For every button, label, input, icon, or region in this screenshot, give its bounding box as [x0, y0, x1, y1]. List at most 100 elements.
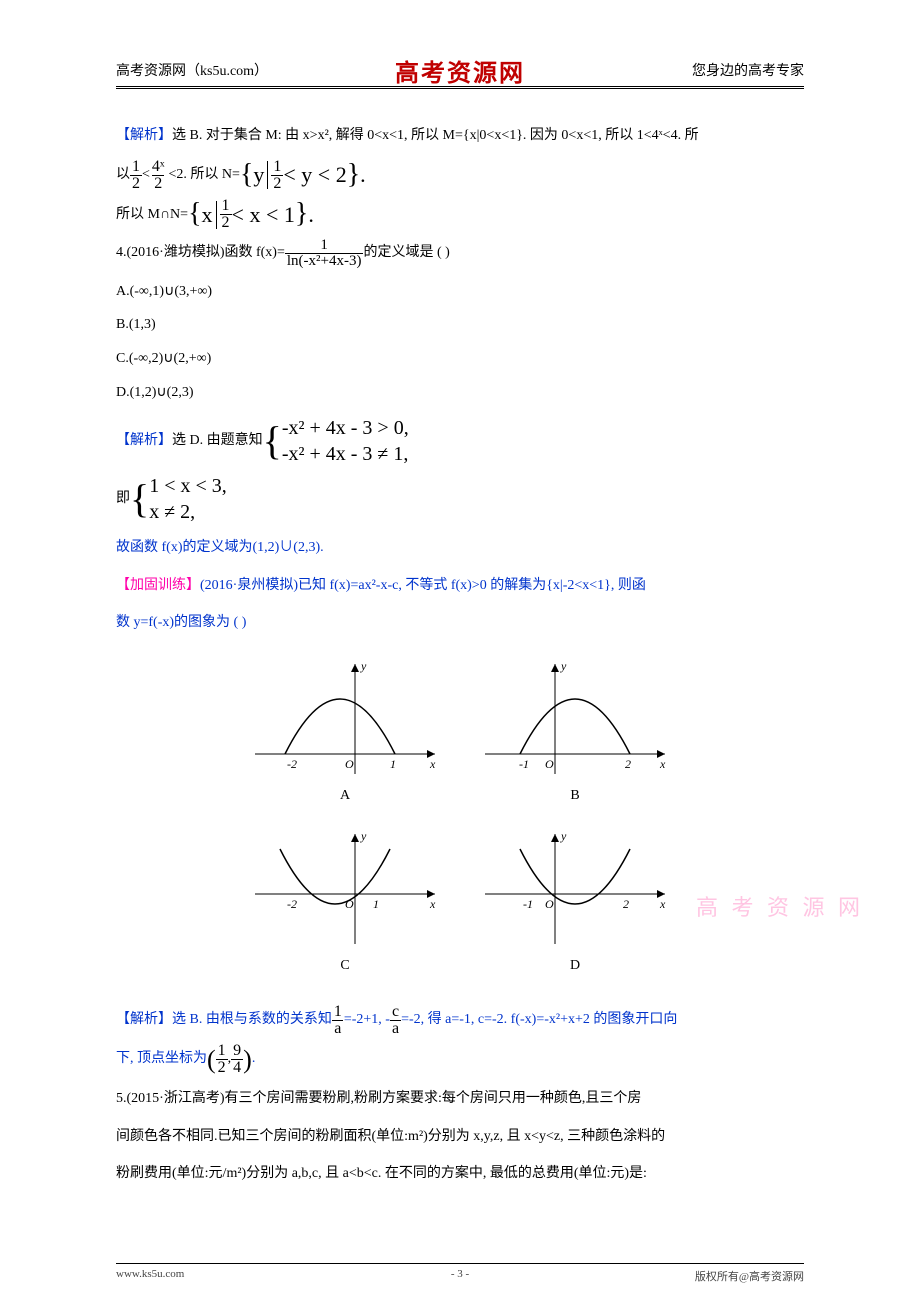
txt: 以 [116, 167, 130, 184]
graph-B: -1 2 O x y B [460, 654, 690, 824]
q4-opt-C: C.(-∞,2)∪(2,+∞) [116, 342, 804, 376]
frac-half3: 12 [220, 198, 232, 231]
graph-label-C: C [340, 958, 349, 974]
svg-text:-1: -1 [519, 757, 529, 771]
mid1: =-2+1, - [344, 1012, 390, 1029]
extra-body1: (2016·泉州模拟)已知 f(x)=ax²-x-c, 不等式 f(x)>0 的… [200, 578, 646, 593]
label-jiagu: 【加固训练】 [116, 578, 200, 593]
lt1: < [142, 167, 150, 184]
txt: 选 B. 由根与系数的关系知 [172, 1012, 332, 1029]
frac-ca: ca [390, 1004, 401, 1037]
page: 高考资源网（ks5u.com） 高考资源网 您身边的高考专家 【解析】选 B. … [0, 0, 920, 1191]
svg-text:2: 2 [625, 757, 631, 771]
graph-C: -2 1 O x y C [230, 824, 460, 994]
extra-stem1: 【加固训练】(2016·泉州模拟)已知 f(x)=ax²-x-c, 不等式 f(… [116, 569, 804, 603]
set-MN: { x 12 < x < 1 }. [188, 198, 314, 232]
footer-page-number: - 3 - [451, 1268, 469, 1280]
parabola-C-svg: -2 1 O x y [245, 824, 445, 954]
svg-text:x: x [659, 897, 666, 911]
set-N: { y 12 < y < 2 }. [240, 159, 366, 193]
graph-D: -1 2 O x y D [460, 824, 690, 994]
footer-rule [116, 1263, 804, 1264]
graph-label-B: B [570, 788, 579, 804]
svg-text:x: x [429, 897, 436, 911]
q5-line1: 5.(2015·浙江高考)有三个房间需要粉刷,粉刷方案要求:每个房间只用一种颜色… [116, 1082, 804, 1116]
q4-conclusion: 故函数 f(x)的定义域为(1,2)∪(2,3). [116, 531, 804, 565]
graph-label-D: D [570, 958, 580, 974]
lbrace-icon: { [130, 479, 149, 519]
q4-post: 的定义域是 ( ) [363, 245, 449, 262]
svg-text:x: x [659, 757, 666, 771]
page-header: 高考资源网（ks5u.com） 高考资源网 您身边的高考专家 [116, 56, 804, 84]
vy: 94 [231, 1043, 243, 1076]
header-rule-bottom [116, 88, 804, 89]
footer-right: 版权所有@高考资源网 [695, 1268, 804, 1284]
graph-grid: -2 1 O x y A -1 2 O x y B [230, 654, 690, 994]
q3-sol-body1: 选 B. 对于集合 M: 由 x>x², 解得 0<x<1, 所以 M={x|0… [172, 128, 699, 143]
graph-A: -2 1 O x y A [230, 654, 460, 824]
lbrace-icon: { [188, 197, 201, 231]
svg-text:1: 1 [390, 757, 396, 771]
parabola-A-svg: -2 1 O x y [245, 654, 445, 784]
system2: { 1 < x < 3, x ≠ 2, [130, 473, 227, 525]
svg-text:-1: -1 [523, 897, 533, 911]
q5-line2: 间颜色各不相同.已知三个房间的粉刷面积(单位:m²)分别为 x,y,z, 且 x… [116, 1120, 804, 1154]
svg-text:O: O [345, 757, 354, 771]
lparen-icon: ( [207, 1044, 216, 1075]
q4-opt-B: B.(1,3) [116, 308, 804, 342]
svg-text:2: 2 [623, 897, 629, 911]
graph-label-A: A [340, 788, 350, 804]
txt: 选 D. 由题意知 [172, 433, 263, 450]
lbrace-icon: { [263, 421, 282, 461]
extra-sol-line2: 下, 顶点坐标为 ( 12 , 94 ). [116, 1043, 804, 1076]
txt2: <2. 所以 N= [169, 167, 240, 184]
system1: { -x² + 4x - 3 > 0, -x² + 4x - 3 ≠ 1, [263, 415, 409, 467]
page-footer: www.ks5u.com - 3 - 版权所有@高考资源网 [116, 1263, 804, 1284]
rbrace-icon: } [295, 197, 308, 231]
q3-solution-line3: 所以 M∩N= { x 12 < x < 1 }. [116, 198, 804, 232]
parabola-D-svg: -1 2 O x y [475, 824, 675, 954]
mid2: =-2, 得 a=-1, c=-2. f(-x)=-x²+x+2 的图象开口向 [401, 1012, 677, 1029]
set-bar [267, 161, 268, 189]
q4-frac: 1 ln(-x²+4x-3) [285, 238, 364, 269]
svg-text:y: y [360, 829, 367, 843]
q4-solution-line2: 即 { 1 < x < 3, x ≠ 2, [116, 473, 804, 525]
svg-text:y: y [560, 659, 567, 673]
watermark-text: 高 考 资 源 网 [696, 890, 864, 922]
set-bar [216, 201, 217, 229]
svg-text:y: y [560, 829, 567, 843]
svg-text:O: O [545, 897, 554, 911]
rbrace-icon: } [347, 158, 360, 192]
vx: 12 [216, 1043, 228, 1076]
svg-text:-2: -2 [287, 897, 297, 911]
q4-opt-A: A.(-∞,1)∪(3,+∞) [116, 275, 804, 309]
q4-pre: 4.(2016·潍坊模拟)函数 f(x)= [116, 245, 285, 262]
q3-solution-line2: 以 12 < 4ˣ2 <2. 所以 N= { y 12 < y < 2 }. [116, 159, 804, 193]
header-right: 您身边的高考专家 [692, 60, 804, 80]
frac-half: 12 [130, 159, 142, 192]
frac-4x-2: 4ˣ2 [150, 159, 167, 192]
svg-text:O: O [545, 757, 554, 771]
q4-stem: 4.(2016·潍坊模拟)函数 f(x)= 1 ln(-x²+4x-3) 的定义… [116, 238, 804, 269]
q5-line3: 粉刷费用(单位:元/m²)分别为 a,b,c, 且 a<b<c. 在不同的方案中… [116, 1157, 804, 1191]
rel2: < x < 1 [232, 202, 295, 228]
set-var2: x [202, 202, 213, 228]
svg-text:-2: -2 [287, 757, 297, 771]
q4-opt-D: D.(1,2)∪(2,3) [116, 376, 804, 410]
label-jiexi: 【解析】 [116, 1012, 172, 1029]
svg-text:x: x [429, 757, 436, 771]
extra-stem2: 数 y=f(-x)的图象为 ( ) [116, 606, 804, 640]
rparen-icon: ) [243, 1044, 252, 1075]
ie: 即 [116, 491, 130, 508]
label-jiexi: 【解析】 [116, 128, 172, 143]
frac-half2: 12 [271, 159, 283, 192]
footer-left: www.ks5u.com [116, 1268, 184, 1280]
header-left: 高考资源网（ks5u.com） [116, 60, 268, 80]
txt3: 所以 M∩N= [116, 207, 188, 224]
q3-solution-line1: 【解析】选 B. 对于集合 M: 由 x>x², 解得 0<x<1, 所以 M=… [116, 119, 804, 153]
header-center-logo: 高考资源网 [395, 53, 525, 88]
svg-text:1: 1 [373, 897, 379, 911]
extra-sol-line1: 【解析】 选 B. 由根与系数的关系知 1a =-2+1, - ca =-2, … [116, 1004, 804, 1037]
txt: 下, 顶点坐标为 [116, 1051, 207, 1068]
parabola-B-svg: -1 2 O x y [475, 654, 675, 784]
